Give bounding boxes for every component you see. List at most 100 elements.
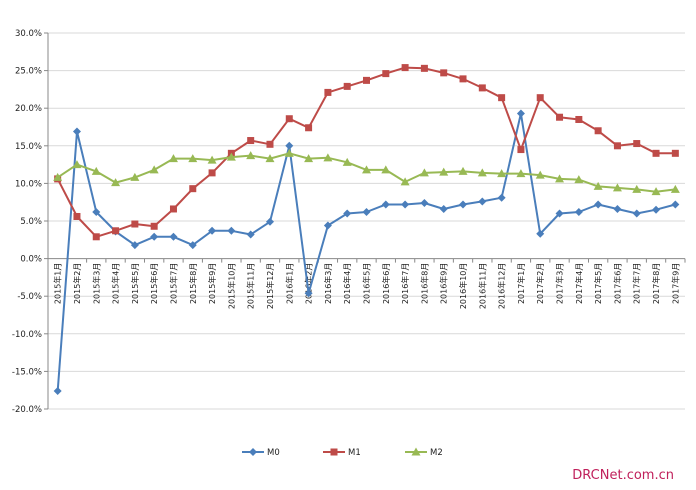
x-tick-label: 2016年2月 (304, 263, 314, 304)
data-point-marker (574, 175, 584, 184)
x-tick-label: 2017年6月 (612, 263, 622, 304)
data-point-marker (671, 149, 679, 157)
data-point-marker (265, 154, 275, 163)
data-point-marker (343, 82, 351, 90)
x-tick-label: 2015年7月 (168, 263, 178, 304)
data-point-marker (613, 142, 621, 150)
x-tick-label: 2015年8月 (188, 263, 198, 304)
data-point-marker (440, 69, 448, 77)
y-tick-label: 20.0% (15, 104, 42, 114)
y-tick-label: 30.0% (15, 29, 42, 39)
data-point-marker (516, 109, 525, 118)
x-tick-label: 2016年11月 (477, 263, 487, 310)
data-point-marker (411, 447, 421, 456)
series-m2 (53, 148, 680, 196)
data-point-marker (439, 204, 448, 213)
data-point-marker (304, 289, 313, 298)
data-point-marker (323, 153, 333, 162)
data-point-marker (670, 184, 680, 193)
data-point-marker (284, 148, 294, 157)
legend-label: M1 (348, 448, 361, 458)
data-point-marker (497, 169, 507, 178)
data-point-marker (633, 140, 641, 148)
data-point-marker (594, 127, 602, 135)
y-tick-label: 10.0% (15, 179, 42, 189)
data-point-marker (111, 178, 121, 187)
legend: M0 M1 M2 (242, 447, 443, 458)
legend-item-m0: M0 (242, 448, 280, 458)
data-point-marker (363, 76, 370, 84)
data-point-marker (72, 127, 81, 136)
data-point-marker (362, 207, 371, 216)
data-point-marker (497, 193, 506, 202)
x-tick-label: 2015年1月 (53, 263, 63, 304)
data-point-marker (72, 160, 82, 169)
data-point-marker (536, 229, 545, 238)
data-point-marker (517, 146, 525, 154)
x-tick-label: 2016年1月 (284, 263, 294, 304)
data-point-marker (420, 64, 428, 72)
data-point-marker (208, 226, 217, 235)
data-point-marker (652, 205, 661, 214)
data-point-marker (458, 166, 468, 175)
x-tick-label: 2015年11月 (246, 263, 256, 310)
data-point-marker (130, 172, 140, 181)
data-point-marker (92, 207, 101, 216)
data-point-marker (227, 226, 236, 235)
data-point-marker (330, 448, 338, 456)
x-tick-label: 2015年12月 (265, 263, 275, 310)
data-point-marker (536, 94, 544, 102)
data-point-marker (382, 70, 390, 78)
y-tick-label: 25.0% (15, 67, 42, 77)
data-point-marker (112, 227, 120, 235)
data-point-marker (247, 137, 255, 145)
data-point-marker (555, 209, 564, 218)
legend-label: M0 (267, 448, 280, 458)
data-point-marker (535, 170, 545, 179)
data-point-marker (249, 448, 257, 456)
data-point-marker (574, 207, 583, 216)
x-tick-label: 2017年4月 (574, 263, 584, 304)
x-tick-label: 2017年1月 (516, 263, 526, 304)
data-point-marker (439, 167, 449, 176)
data-point-marker (498, 94, 506, 102)
data-point-marker (285, 115, 293, 123)
x-tick-label: 2015年4月 (111, 263, 121, 304)
data-point-marker (401, 64, 409, 72)
x-tick-label: 2015年6月 (149, 263, 159, 304)
legend-item-m1: M1 (323, 448, 361, 458)
data-point-marker (652, 149, 660, 157)
data-point-marker (169, 205, 177, 213)
x-tick-label: 2015年3月 (91, 263, 101, 304)
data-point-marker (188, 154, 198, 163)
data-point-marker (459, 75, 467, 83)
data-point-marker (150, 232, 159, 241)
series-m0 (53, 109, 680, 395)
data-point-marker (149, 165, 159, 174)
data-point-marker (671, 200, 680, 209)
y-tick-label: -20.0% (12, 405, 42, 415)
data-point-marker (516, 169, 526, 178)
data-point-marker (305, 124, 313, 132)
data-point-marker (362, 165, 371, 174)
data-point-marker (91, 166, 101, 175)
data-point-marker (246, 230, 255, 239)
x-tick-label: 2016年4月 (342, 263, 352, 304)
data-point-marker (419, 168, 429, 177)
x-tick-label: 2016年3月 (323, 263, 333, 304)
x-tick-label: 2016年7月 (400, 263, 410, 304)
x-tick-label: 2016年6月 (381, 263, 391, 304)
data-point-marker (613, 204, 622, 213)
x-tick-label: 2015年10月 (226, 263, 236, 310)
data-point-marker (593, 181, 603, 190)
x-tick-label: 2017年9月 (670, 263, 680, 304)
data-point-marker (169, 232, 178, 241)
data-point-marker (632, 184, 642, 193)
data-point-marker (285, 141, 294, 150)
x-tick-label: 2015年2月 (72, 263, 82, 304)
data-point-marker (555, 174, 565, 183)
legend-label: M2 (430, 448, 443, 458)
x-tick-label: 2017年2月 (535, 263, 545, 304)
data-point-marker (189, 185, 197, 193)
